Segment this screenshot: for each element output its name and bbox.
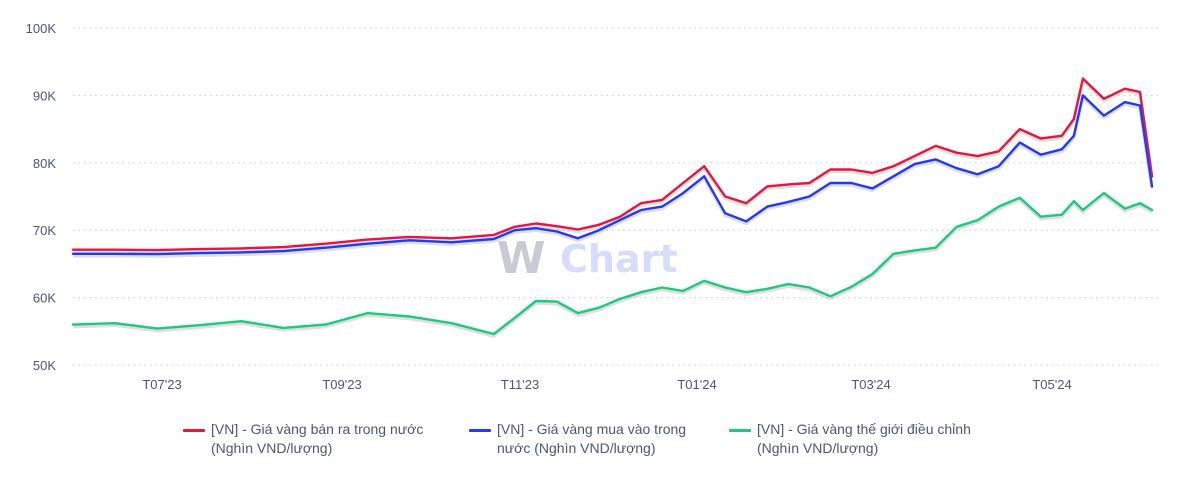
series-world-price-shadow [72,193,1153,338]
y-tick-label: 70K [33,223,56,238]
y-tick-label: 100K [26,21,57,36]
legend-label-line1: [VN] - Giá vàng thế giới điều chỉnh [757,421,971,437]
y-tick-label: 60K [33,291,56,306]
watermark-logo-w: W [497,233,546,284]
x-tick-label: T07'23 [142,377,181,392]
watermark: W Chart [497,233,678,284]
legend-swatch-red [183,429,205,432]
series-sell-price-shadow [73,78,1154,254]
watermark-text: Chart [560,237,678,281]
series-sell-price[interactable] [71,77,1154,252]
legend-label-line1: [VN] - Giá vàng bán ra trong nước [211,421,424,437]
series-buy-price-shadow [73,95,1154,258]
legend-swatch-blue [469,429,491,432]
legend-label-line2: (Nghìn VND/lượng) [211,440,333,456]
y-tick-label: 50K [33,358,56,373]
legend-label-line2: nước (Nghìn VND/lượng) [497,440,656,456]
y-tick-label: 80K [33,156,56,171]
line-chart: 50K 60K 70K 80K 90K 100K T07'23 T09'23 T11'23 T0… [26,21,1158,392]
legend-label-line1: [VN] - Giá vàng mua vào trong [497,421,687,437]
x-tick-label: T03'24 [851,377,890,392]
x-tick-label: T05'24 [1032,377,1071,392]
x-axis: T07'23 T09'23 T11'23 T01'24 T03'24 T05'24 [142,377,1071,392]
legend-item-world-price[interactable]: [VN] - Giá vàng thế giới điều chỉnh (Ngh… [729,420,971,458]
x-tick-label: T09'23 [322,377,361,392]
legend-item-buy-price[interactable]: [VN] - Giá vàng mua vào trong nước (Nghì… [469,420,686,458]
legend-label-line2: (Nghìn VND/lượng) [757,440,879,456]
legend-swatch-green [729,429,751,432]
x-tick-label: T01'24 [677,377,716,392]
y-tick-label: 90K [33,88,56,103]
legend-item-sell-price[interactable]: [VN] - Giá vàng bán ra trong nước (Nghìn… [183,420,423,458]
series-world-price[interactable] [71,191,1154,336]
grid-lines [73,27,1158,366]
series-buy-price[interactable] [71,94,1154,256]
y-axis: 50K 60K 70K 80K 90K 100K [26,21,57,373]
x-tick-label: T11'23 [501,377,539,392]
chart-legend: [VN] - Giá vàng bán ra trong nước (Nghìn… [0,420,1194,480]
series-lines [71,77,1154,338]
